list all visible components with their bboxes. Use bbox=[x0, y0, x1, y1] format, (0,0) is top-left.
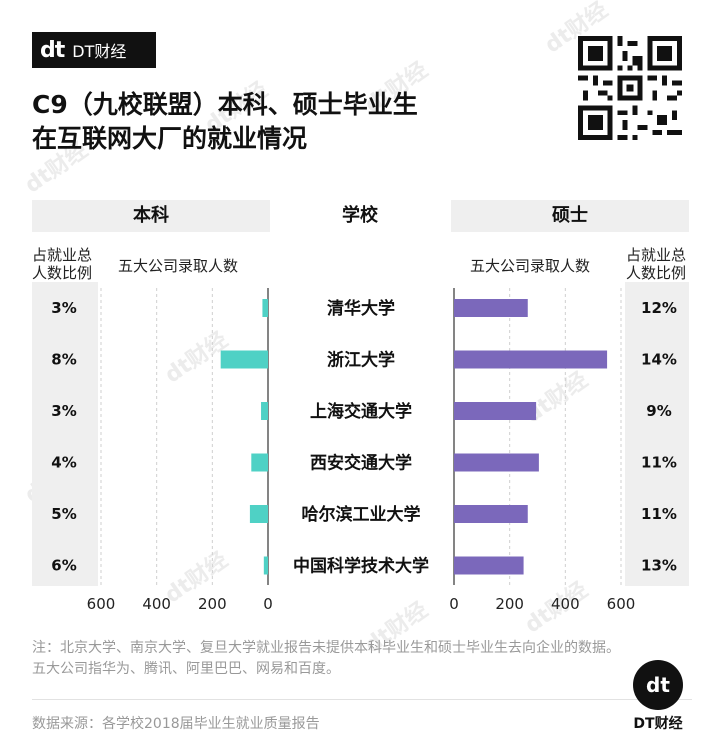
right-tick-label: 0 bbox=[449, 595, 459, 613]
undergrad-share-value: 5% bbox=[51, 505, 76, 523]
undergrad-share-label: 占就业总 人数比例 bbox=[32, 246, 92, 282]
footer-brand: DT财经 bbox=[633, 716, 683, 732]
title-line-1: C9（九校联盟）本科、硕士毕业生 bbox=[32, 90, 418, 119]
undergrad-share-value: 3% bbox=[51, 402, 76, 420]
school-label: 西安交通大学 bbox=[310, 453, 412, 474]
undergrad-share-value: 3% bbox=[51, 299, 76, 317]
school-label: 上海交通大学 bbox=[310, 401, 412, 422]
chart-title: C9（九校联盟）本科、硕士毕业生 在互联网大厂的就业情况 bbox=[32, 88, 552, 156]
undergrad-share-value: 6% bbox=[51, 557, 76, 575]
share-label-line: 人数比例 bbox=[626, 264, 687, 282]
data-source: 数据来源：各学校2018届毕业生就业质量报告 bbox=[32, 716, 320, 732]
header-undergrad: 本科 bbox=[32, 200, 270, 232]
undergrad-count-label: 五大公司录取人数 bbox=[118, 257, 239, 275]
dt-logo-icon: dt bbox=[40, 37, 65, 63]
title-line-2: 在互联网大厂的就业情况 bbox=[32, 124, 308, 153]
qr-code-icon bbox=[578, 36, 682, 140]
share-label-line: 占就业总 bbox=[626, 246, 687, 264]
undergrad-bar bbox=[251, 453, 268, 472]
school-label: 浙江大学 bbox=[327, 350, 395, 371]
undergrad-bar bbox=[261, 402, 268, 420]
brand-name: DT财经 bbox=[72, 42, 127, 61]
undergrad-bar bbox=[220, 350, 268, 369]
undergrad-bar bbox=[262, 299, 268, 317]
left-tick-label: 600 bbox=[87, 595, 116, 613]
master-bar bbox=[454, 402, 537, 420]
undergrad-share-column bbox=[32, 282, 98, 586]
master-share-label: 占就业总 人数比例 bbox=[626, 246, 686, 282]
share-label-line: 人数比例 bbox=[32, 264, 93, 282]
header-master: 硕士 bbox=[451, 200, 689, 232]
undergrad-bar bbox=[263, 556, 268, 575]
header-school: 学校 bbox=[342, 205, 378, 226]
share-label-line: 占就业总 bbox=[32, 246, 93, 264]
master-share-value: 12% bbox=[641, 299, 677, 317]
undergrad-share-value: 8% bbox=[51, 351, 76, 369]
master-share-value: 9% bbox=[646, 402, 671, 420]
master-bar bbox=[454, 350, 608, 369]
master-share-value: 11% bbox=[641, 505, 677, 523]
brand-logo: dt DT财经 bbox=[32, 32, 156, 68]
right-tick-label: 600 bbox=[607, 595, 636, 613]
left-tick-label: 200 bbox=[198, 595, 227, 613]
undergrad-share-value: 4% bbox=[51, 454, 76, 472]
undergrad-bar bbox=[249, 505, 268, 523]
master-bar bbox=[454, 505, 528, 523]
school-label: 哈尔滨工业大学 bbox=[302, 504, 421, 525]
dt-logo-icon: dt bbox=[633, 660, 683, 710]
school-label: 中国科学技术大学 bbox=[293, 556, 429, 577]
school-label: 清华大学 bbox=[327, 298, 395, 319]
right-tick-label: 400 bbox=[551, 595, 580, 613]
master-bar bbox=[454, 556, 524, 575]
master-share-value: 14% bbox=[641, 351, 677, 369]
master-bar bbox=[454, 453, 539, 472]
divider bbox=[32, 699, 692, 700]
left-tick-label: 0 bbox=[263, 595, 273, 613]
master-share-column bbox=[625, 282, 689, 586]
left-tick-label: 400 bbox=[142, 595, 171, 613]
master-bar bbox=[454, 299, 528, 317]
right-tick-label: 200 bbox=[495, 595, 524, 613]
master-share-value: 11% bbox=[641, 454, 677, 472]
master-share-value: 13% bbox=[641, 557, 677, 575]
footnote: 注：北京大学、南京大学、复旦大学就业报告未提供本科毕业生和硕士毕业生去向企业的数… bbox=[32, 640, 620, 677]
master-count-label: 五大公司录取人数 bbox=[470, 257, 591, 275]
